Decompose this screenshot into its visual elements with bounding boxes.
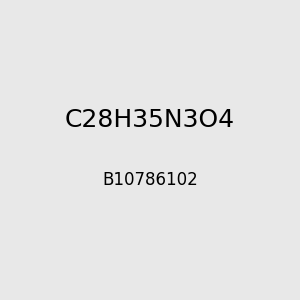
- Text: C28H35N3O4: C28H35N3O4: [65, 108, 235, 132]
- Text: B10786102: B10786102: [102, 171, 198, 189]
